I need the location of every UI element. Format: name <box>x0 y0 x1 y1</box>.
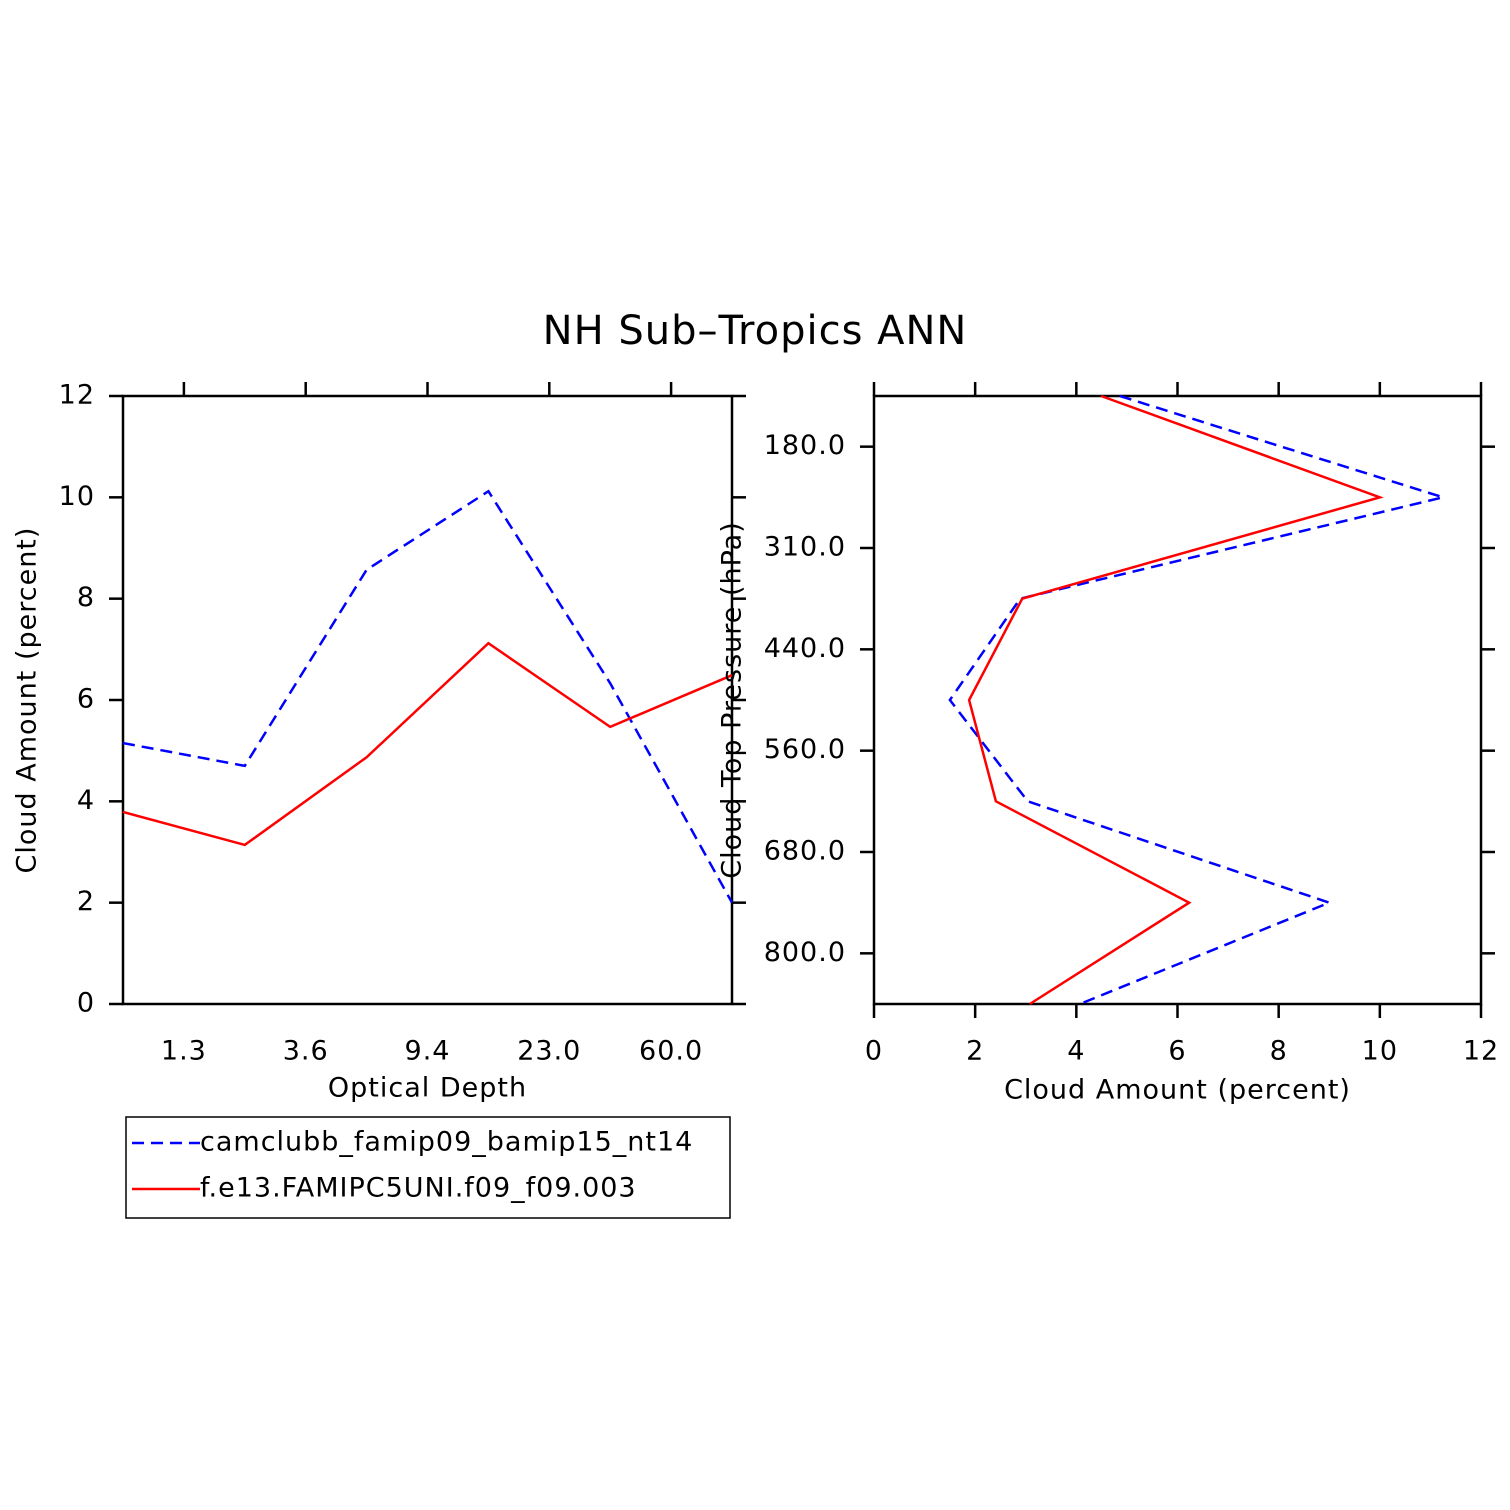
y-tick-label: 6 <box>77 684 95 715</box>
x-tick-label: 60.0 <box>639 1036 703 1067</box>
y-tick-label: 12 <box>59 380 95 411</box>
x-tick-label: 3.6 <box>283 1036 329 1067</box>
x-tick-label: 2 <box>966 1036 984 1067</box>
figure-title: NH Sub–Tropics ANN <box>543 308 968 354</box>
x-tick-label: 8 <box>1270 1036 1288 1067</box>
y-tick-label: 4 <box>77 785 95 816</box>
y-tick-label: 680.0 <box>764 836 846 867</box>
y-tick-label: 440.0 <box>764 633 846 664</box>
y-tick-label: 180.0 <box>764 430 846 461</box>
series-line <box>967 394 1384 1006</box>
y-tick-label: 8 <box>77 582 95 613</box>
y-axis-label: Cloud Top Pressure (hPa) <box>717 521 748 879</box>
x-tick-label: 10 <box>1362 1036 1398 1067</box>
x-tick-label: 4 <box>1067 1036 1085 1067</box>
y-tick-label: 310.0 <box>764 532 846 563</box>
y-tick-label: 0 <box>77 988 95 1019</box>
y-tick-label: 10 <box>59 481 95 512</box>
series-line <box>122 641 733 847</box>
x-tick-label: 12 <box>1463 1036 1499 1067</box>
legend-box <box>125 1116 731 1219</box>
x-tick-label: 1.3 <box>161 1036 207 1067</box>
x-tick-label: 0 <box>865 1036 883 1067</box>
y-axis-label: Cloud Amount (percent) <box>12 527 43 874</box>
legend-label: camclubb_famip09_bamip15_nt14 <box>200 1127 693 1158</box>
x-tick-label: 9.4 <box>405 1036 451 1067</box>
series-line <box>122 489 734 904</box>
y-tick-label: 2 <box>77 886 95 917</box>
x-axis-label: Optical Depth <box>328 1073 527 1104</box>
x-axis-label: Cloud Amount (percent) <box>1004 1075 1351 1106</box>
series-line <box>948 394 1448 1006</box>
y-tick-label: 560.0 <box>764 734 846 765</box>
y-tick-label: 800.0 <box>764 937 846 968</box>
x-tick-label: 23.0 <box>517 1036 581 1067</box>
legend-label: f.e13.FAMIPC5UNI.f09_f09.003 <box>200 1173 637 1204</box>
plot-frame <box>872 394 1483 1006</box>
x-tick-label: 6 <box>1168 1036 1186 1067</box>
